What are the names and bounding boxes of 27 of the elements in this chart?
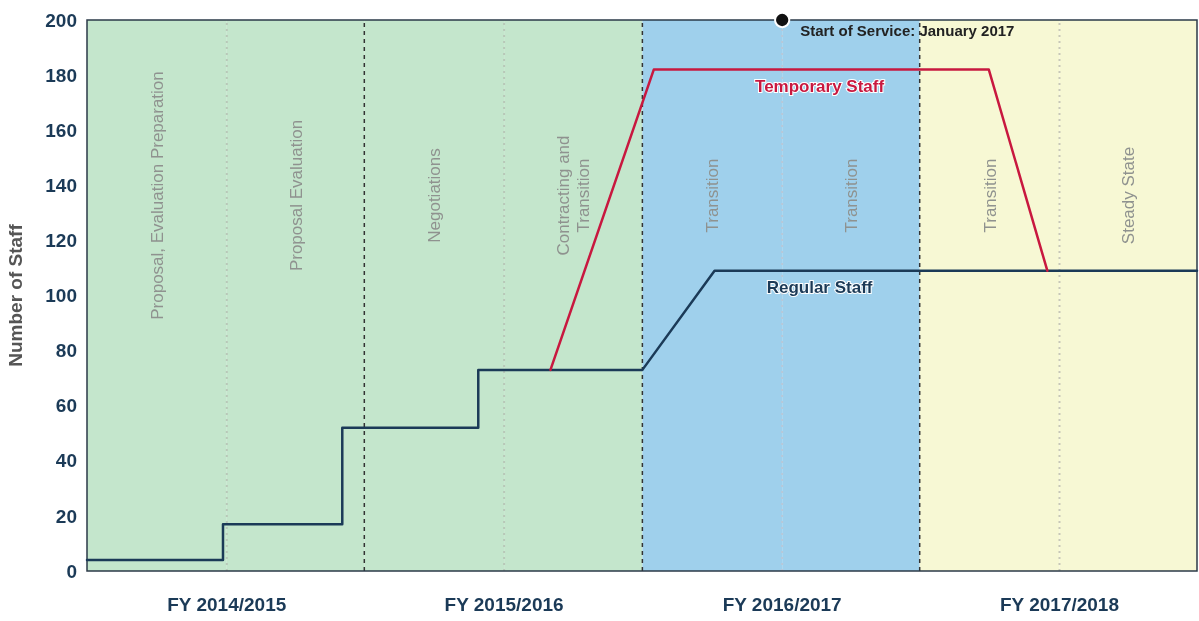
y-tick-label: 40 — [55, 450, 77, 472]
annotation: Start of Service: January 2017 — [800, 22, 1015, 39]
band-label: Contracting and Transition — [554, 135, 594, 256]
y-tick-label: 140 — [45, 174, 77, 196]
y-tick-label: 60 — [55, 395, 77, 417]
band-label: Transition — [703, 158, 723, 233]
band-label: Negotiations — [425, 148, 445, 243]
y-tick-label: 0 — [66, 560, 77, 582]
x-tick-label: FY 2014/2015 — [167, 594, 287, 615]
y-tick-label: 100 — [45, 285, 77, 307]
y-tick-label: 180 — [45, 64, 77, 86]
y-tick-label: 80 — [55, 340, 77, 362]
y-tick-label: 160 — [45, 119, 77, 141]
y-tick-label: 120 — [45, 230, 77, 252]
band-label: Transition — [980, 158, 1000, 233]
series-label: Temporary Staff — [755, 76, 885, 96]
band-label: Proposal, Evaluation Preparation — [147, 71, 167, 320]
series-label: Regular Staff — [766, 277, 873, 297]
y-axis-title: Number of Staff — [5, 223, 26, 367]
x-tick-label: FY 2017/2018 — [999, 594, 1119, 615]
band-label: Proposal Evaluation — [286, 119, 306, 272]
band-label: Transition — [841, 158, 861, 233]
y-tick-label: 20 — [55, 505, 77, 527]
x-tick-label: FY 2016/2017 — [722, 594, 842, 615]
y-tick-label: 200 — [45, 9, 77, 31]
band-label: Steady State — [1119, 146, 1139, 245]
x-tick-label: FY 2015/2016 — [444, 594, 564, 615]
